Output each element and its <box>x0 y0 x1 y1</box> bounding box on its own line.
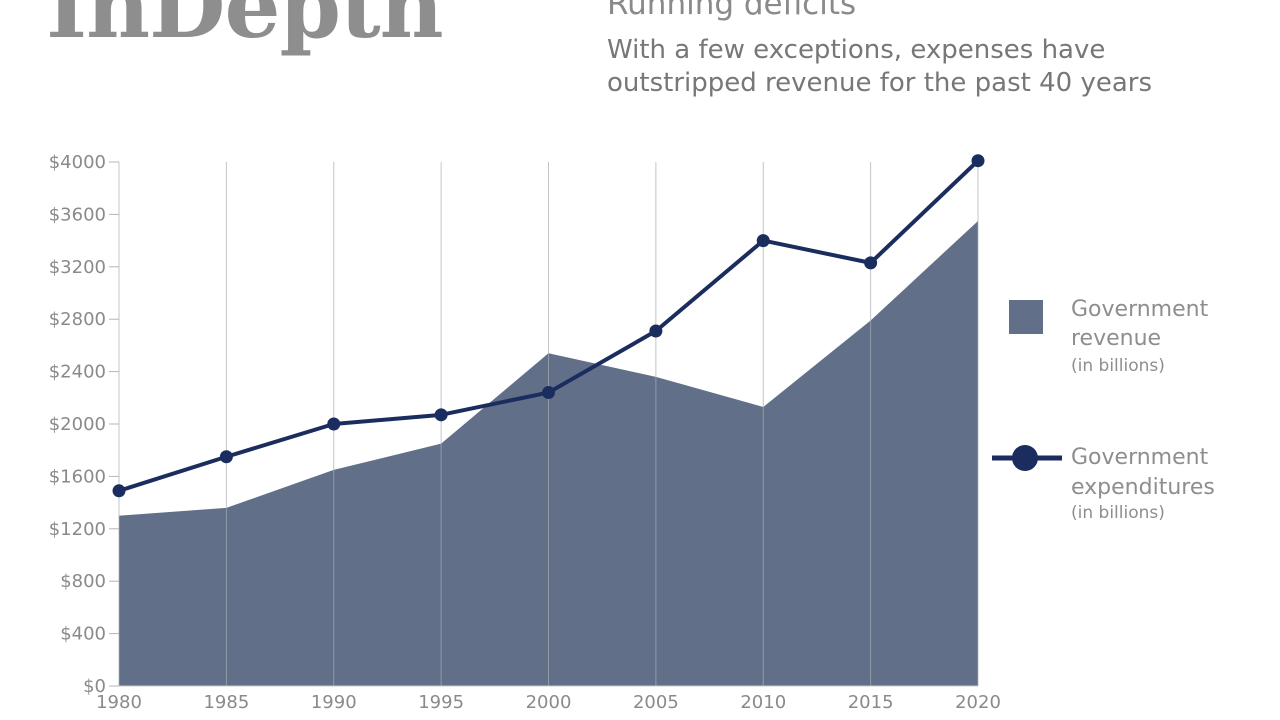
subtitle-line-2: outstripped revenue for the past 40 year… <box>607 68 1153 98</box>
x-tick-label: 1985 <box>203 692 249 713</box>
x-tick-label: 2000 <box>526 692 572 713</box>
expenditure-point <box>756 234 770 248</box>
x-tick-label: 1995 <box>418 692 464 713</box>
x-tick-label: 2005 <box>633 692 679 713</box>
y-tick-label: $4000 <box>49 152 106 173</box>
legend-revenue-label-2: revenue <box>1071 326 1161 351</box>
legend: Government revenue (in billions) Governm… <box>992 297 1215 523</box>
x-tick-label: 2020 <box>955 692 1001 713</box>
x-tick-label: 1980 <box>96 692 142 713</box>
legend-expenditure-label-2: expenditures <box>1071 475 1215 500</box>
legend-revenue-label-1: Government <box>1071 297 1209 322</box>
x-axis: 1980 1985 1990 1995 2000 2005 2010 2015 2020 <box>96 692 1001 713</box>
y-tick-label: $2800 <box>49 309 106 330</box>
expenditure-point <box>542 386 555 400</box>
subtitle-line-1: With a few exceptions, expenses have <box>607 35 1106 65</box>
expenditure-point <box>864 256 878 270</box>
expenditure-point <box>649 324 663 338</box>
legend-revenue-swatch <box>1009 300 1043 334</box>
expenditure-point <box>434 408 448 422</box>
expenditure-point <box>971 154 985 168</box>
legend-expenditure-label-1: Government <box>1071 445 1209 470</box>
gridlines <box>118 162 979 687</box>
y-tick-label: $3200 <box>49 257 106 278</box>
y-tick-label: $800 <box>60 571 106 592</box>
y-tick-label: $2000 <box>49 414 106 435</box>
x-tick-label: 2015 <box>848 692 894 713</box>
chart-subtitle: With a few exceptions, expenses have out… <box>607 34 1152 100</box>
y-axis: $0 $400 $800 $1200 $1600 $2000 $2400 $2800 $3200… <box>49 152 119 697</box>
legend-expenditure-marker <box>1012 445 1038 471</box>
x-tick-label: 1990 <box>311 692 357 713</box>
legend-revenue-unit: (in billions) <box>1071 356 1165 376</box>
x-tick-label: 2010 <box>740 692 786 713</box>
chart-title: Running deficits <box>607 0 857 22</box>
legend-expenditure-unit: (in billions) <box>1071 503 1165 523</box>
expenditure-line-layer <box>112 154 985 498</box>
y-tick-label: $0 <box>83 676 106 697</box>
y-tick-label: $1200 <box>49 519 106 540</box>
expenditure-point <box>327 417 341 431</box>
expenditure-point <box>112 484 126 498</box>
y-tick-label: $400 <box>60 624 106 645</box>
y-tick-label: $3600 <box>49 204 106 225</box>
expenditure-point <box>219 450 233 464</box>
logo: InDepth <box>46 0 444 58</box>
y-tick-label: $1600 <box>49 466 106 487</box>
y-tick-label: $2400 <box>49 362 106 383</box>
